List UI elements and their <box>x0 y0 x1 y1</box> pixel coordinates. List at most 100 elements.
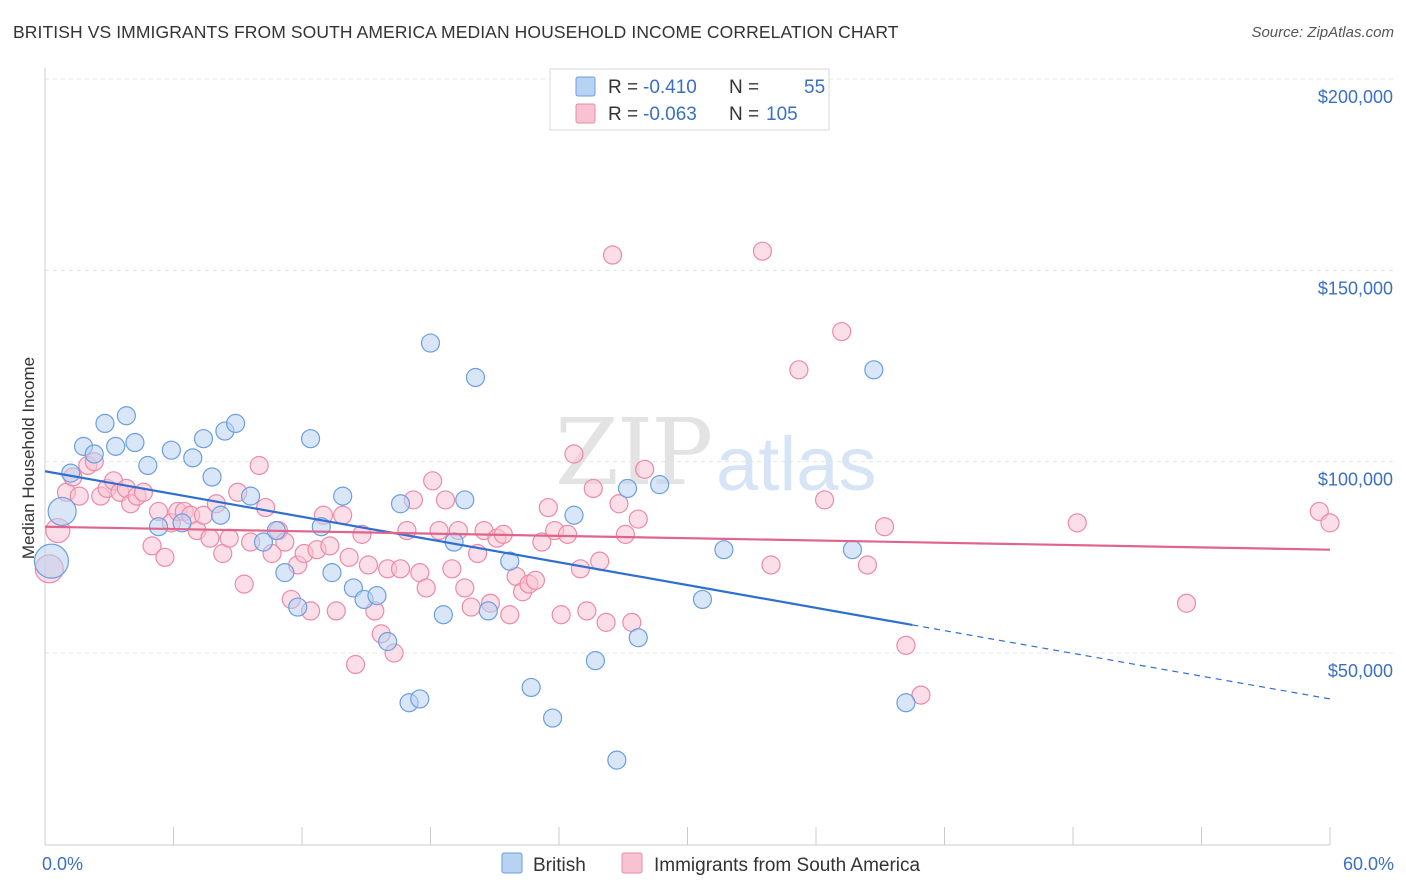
immigrants-point-4 <box>69 486 89 506</box>
immigrants-point-57 <box>416 578 436 598</box>
immigrants-point-86 <box>602 245 623 265</box>
immigrants-point-88 <box>615 524 635 544</box>
immigrants-point-87 <box>609 494 629 514</box>
immigrants-point-99 <box>896 635 916 655</box>
legend-bottom: British Immigrants from South America <box>501 852 921 876</box>
british-point-12 <box>172 513 192 533</box>
immigrants-point-17 <box>155 547 175 567</box>
british-point-6 <box>106 436 126 456</box>
legend-n-value-immigrants: 105 <box>766 104 798 125</box>
immigrants-point-15 <box>142 536 162 556</box>
legend-bottom-swatch-british <box>501 852 523 874</box>
immigrants-point-102 <box>1176 593 1197 613</box>
x-tick-label-max: 60.0% <box>1343 854 1394 874</box>
immigrants-point-90 <box>628 509 648 529</box>
british-point-7 <box>116 406 136 426</box>
legend-r-value-immigrants: -0.063 <box>643 104 697 125</box>
legend-n-value-british: 55 <box>804 77 825 98</box>
british-point-35 <box>420 333 441 353</box>
legend-swatch-british <box>575 76 596 97</box>
legend-bottom-label-immigrants: Immigrants from South America <box>654 855 921 876</box>
immigrants-point-85 <box>596 612 616 632</box>
british-point-47 <box>617 478 638 499</box>
legend-swatch-immigrants <box>575 103 596 124</box>
immigrants-point-42 <box>320 536 340 556</box>
gridlines <box>45 78 1394 654</box>
immigrants-point-104 <box>1320 513 1340 533</box>
legend-bottom-swatch-immigrants <box>621 852 643 874</box>
immigrants-point-81 <box>570 559 591 579</box>
immigrants-point-58 <box>423 471 443 491</box>
legend-box <box>549 68 830 131</box>
british-point-27 <box>333 486 353 506</box>
axes <box>44 68 1331 846</box>
british-point-20 <box>253 532 274 552</box>
immigrants-point-80 <box>564 444 584 464</box>
y-tick-label-3: $200,000 <box>1318 87 1393 107</box>
british-point-45 <box>585 651 606 671</box>
immigrants-point-97 <box>857 555 878 575</box>
british-point-23 <box>288 597 308 617</box>
immigrants-point-64 <box>461 597 481 617</box>
british-point-22 <box>275 563 295 583</box>
british-point-54 <box>896 693 916 713</box>
british-point-0 <box>33 543 70 579</box>
immigrants-point-92 <box>752 241 773 261</box>
british-point-1 <box>47 496 77 527</box>
british-point-52 <box>842 540 863 560</box>
immigrants-trend-line <box>44 525 1331 551</box>
immigrants-point-45 <box>339 547 359 567</box>
immigrants-point-29 <box>234 574 254 594</box>
british-point-48 <box>628 628 648 648</box>
british-point-9 <box>138 455 158 476</box>
y-tick-label-2: $150,000 <box>1318 278 1393 298</box>
y-axis-title: Median Household Income <box>19 357 38 559</box>
immigrants-point-82 <box>577 601 597 621</box>
british-point-18 <box>226 413 246 433</box>
watermark-atlas: atlas <box>716 422 877 507</box>
immigrants-point-98 <box>874 517 895 537</box>
british-point-53 <box>864 360 884 380</box>
legend-n-label-british: N = <box>729 77 759 98</box>
british-point-36 <box>433 605 453 625</box>
british-point-49 <box>650 475 670 495</box>
british-points <box>33 333 916 770</box>
british-point-42 <box>521 677 541 698</box>
trend-lines <box>44 470 1331 700</box>
british-point-4 <box>84 444 104 464</box>
british-point-41 <box>500 551 520 571</box>
legend-bottom-label-british: British <box>533 855 586 876</box>
immigrants-point-60 <box>435 490 456 510</box>
british-point-8 <box>125 432 145 453</box>
british-point-16 <box>211 505 231 525</box>
source-label: Source: ZipAtlas.com <box>1251 24 1394 41</box>
legend-r-label-immigrants: R = <box>608 104 638 125</box>
immigrants-point-75 <box>532 532 552 552</box>
immigrants-point-70 <box>500 605 520 625</box>
immigrants-point-79 <box>557 524 578 544</box>
immigrants-point-44 <box>333 505 353 525</box>
british-point-13 <box>183 448 203 468</box>
x-tick-label-min: 0.0% <box>42 854 83 874</box>
british-point-14 <box>193 429 214 449</box>
legend-top: R = -0.410 N = 55 R = -0.063 N = 105 <box>549 68 830 131</box>
immigrants-point-14 <box>133 482 154 502</box>
y-tick-label-0: $50,000 <box>1328 661 1393 681</box>
british-trend-extension <box>912 624 1331 700</box>
immigrants-point-100 <box>911 685 931 705</box>
immigrants-point-32 <box>255 497 276 518</box>
immigrants-point-61 <box>442 559 462 579</box>
immigrants-point-53 <box>390 559 411 579</box>
british-point-5 <box>95 413 115 433</box>
immigrants-point-46 <box>345 654 366 675</box>
british-point-43 <box>542 708 563 728</box>
immigrants-point-83 <box>583 478 603 499</box>
immigrants-point-31 <box>249 455 269 476</box>
immigrants-point-96 <box>832 321 852 342</box>
immigrants-point-48 <box>358 555 378 575</box>
immigrants-point-76 <box>538 497 558 518</box>
british-trend-line <box>44 470 913 627</box>
british-point-31 <box>378 631 398 652</box>
chart-title: BRITISH VS IMMIGRANTS FROM SOUTH AMERICA… <box>13 22 899 42</box>
legend-r-label-british: R = <box>608 77 638 98</box>
